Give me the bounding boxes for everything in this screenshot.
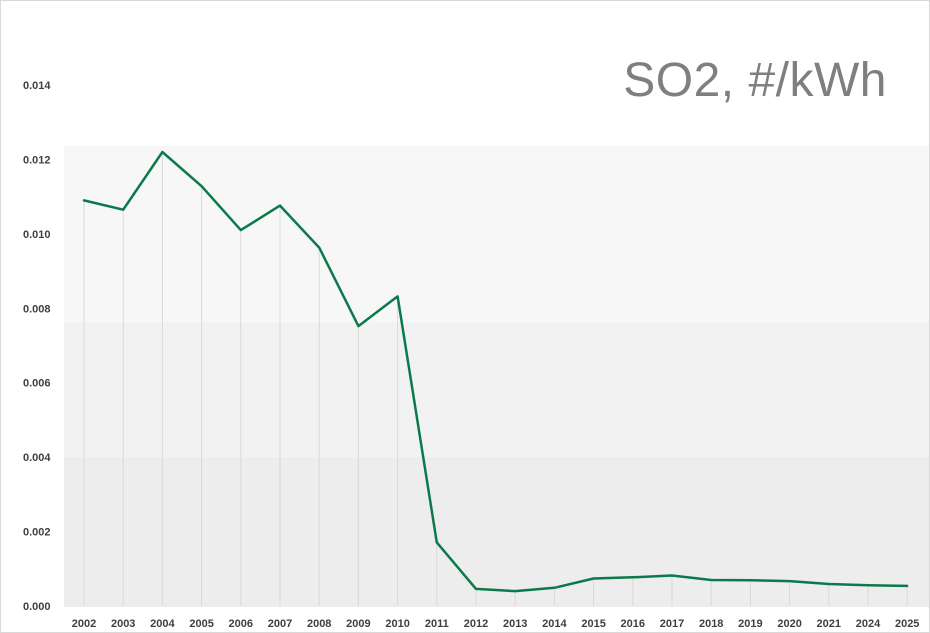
x-tick-label: 2008 (307, 618, 331, 630)
x-tick-label: 2014 (542, 618, 567, 630)
y-tick-label: 0.014 (23, 80, 51, 92)
series-line (82, 150, 909, 593)
series-line-group (82, 150, 909, 593)
x-tick-label: 2006 (229, 618, 253, 630)
y-tick-label: 0.004 (23, 452, 51, 464)
x-tick-label: 2012 (464, 618, 488, 630)
x-tick-label: 2002 (72, 618, 96, 630)
x-tick-label: 2003 (111, 618, 135, 630)
x-tick-label: 2013 (503, 618, 527, 630)
background-band-2 (64, 323, 929, 457)
drop-lines (83, 151, 908, 606)
x-tick-label: 2024 (856, 618, 881, 630)
x-tick-label: 2009 (346, 618, 370, 630)
x-tick-label: 2020 (777, 618, 801, 630)
plot-background (64, 146, 929, 607)
y-tick-label: 0.006 (23, 378, 51, 390)
x-tick-label: 2010 (385, 618, 409, 630)
x-tick-label: 2011 (425, 618, 449, 630)
x-tick-label: 2016 (621, 618, 645, 630)
x-tick-label: 2017 (660, 618, 684, 630)
background-band-1 (64, 146, 929, 323)
y-tick-label: 0.008 (23, 303, 51, 315)
x-tick-label: 2025 (895, 618, 919, 630)
y-tick-label: 0.012 (23, 154, 51, 166)
x-tick-label: 2007 (268, 618, 292, 630)
chart-title: SO2, #/kWh (623, 54, 887, 107)
background-band-3 (64, 457, 929, 607)
x-tick-label: 2018 (699, 618, 723, 630)
x-axis-tick-labels: 2002 2003 2004 2005 2006 2007 2008 2009 2010 2011… (72, 618, 920, 630)
y-tick-label: 0.010 (23, 229, 51, 241)
y-axis-tick-labels: 0.000 0.002 0.004 0.006 0.008 0.010 0.012 0.014 (23, 80, 51, 613)
y-tick-label: 0.002 (23, 527, 51, 539)
x-tick-label: 2005 (189, 618, 213, 630)
x-tick-label: 2019 (738, 618, 762, 630)
x-tick-label: 2004 (150, 618, 175, 630)
x-tick-label: 2021 (817, 618, 841, 630)
x-tick-label: 2015 (581, 618, 605, 630)
y-tick-label: 0.000 (23, 601, 51, 613)
